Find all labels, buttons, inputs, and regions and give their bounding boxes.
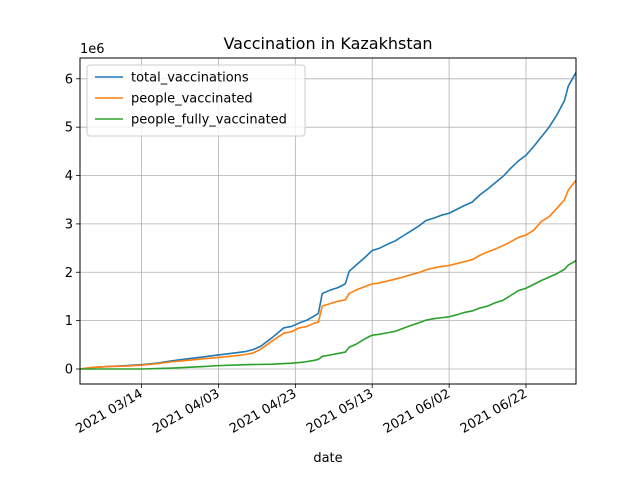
y-tick-label: 0	[65, 363, 73, 378]
legend: total_vaccinations people_vaccinatedpeopl…	[86, 64, 306, 137]
plot-frame	[79, 57, 577, 385]
legend-label: total_vaccinations	[131, 71, 249, 86]
x-axis-label: date	[313, 451, 342, 466]
y-tick-label: 4	[65, 169, 73, 184]
series-line-people-fully-vaccinated	[80, 259, 577, 370]
y-tick-label: 6	[65, 72, 73, 87]
y-axis-multiplier: 1e6	[80, 42, 105, 57]
legend-label: people_vaccinated	[131, 92, 253, 107]
y-tick-label: 2	[65, 266, 73, 281]
series-lines	[79, 72, 577, 370]
y-axis-ticks: 0 1 2 3 4 5 6	[65, 72, 80, 378]
y-tick-label: 1	[65, 314, 73, 329]
legend-label: people_fully_vaccinated	[131, 113, 287, 128]
y-tick-label: 5	[65, 121, 73, 136]
chart-title: Vaccination in Kazakhstan	[223, 34, 432, 53]
y-tick-label: 3	[65, 217, 73, 232]
legend-box	[86, 64, 306, 137]
series-line-people-vaccinated	[79, 179, 577, 370]
series-line-total-vaccinations	[79, 72, 577, 370]
